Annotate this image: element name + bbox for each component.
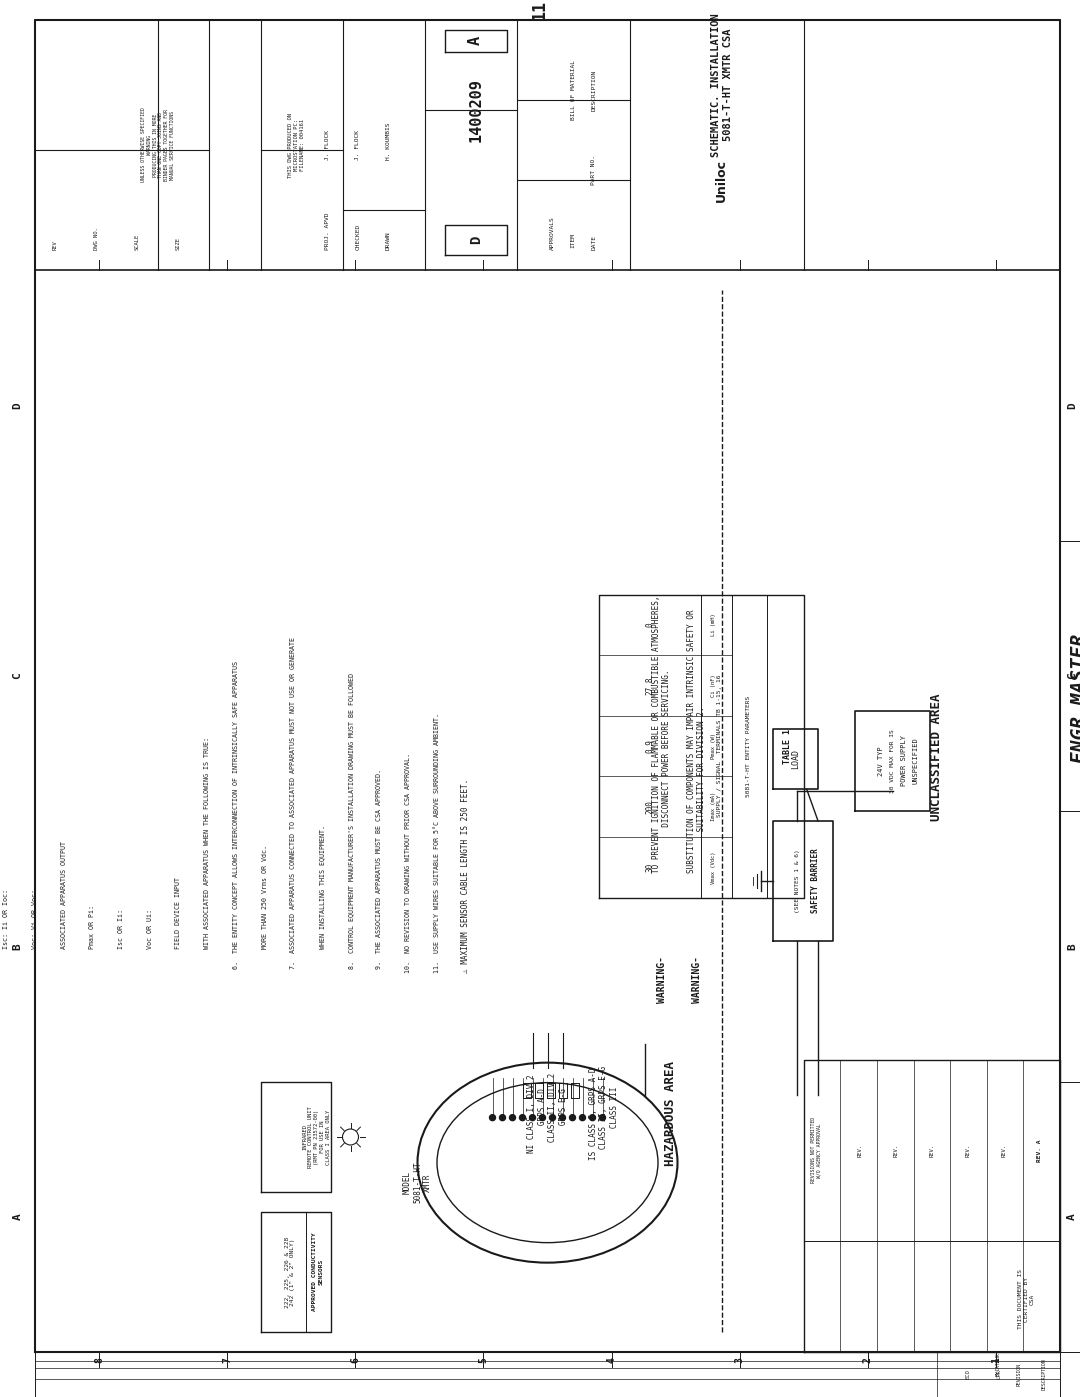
Text: 11.  USE SUPPLY WIRES SUITABLE FOR 5°C ABOVE SURROUNDING AMBIENT.: 11. USE SUPPLY WIRES SUITABLE FOR 5°C AB… [434,714,440,974]
Text: SIZE: SIZE [176,237,181,250]
Text: LOAD: LOAD [791,749,800,770]
Circle shape [519,1115,526,1120]
Text: THIS DOCUMENT IS
CERTIFIED BY
CSA: THIS DOCUMENT IS CERTIFIED BY CSA [1018,1270,1035,1330]
Text: MODEL
5081-T-HT
XMTR: MODEL 5081-T-HT XMTR [403,1162,432,1203]
Circle shape [489,1115,496,1120]
Polygon shape [773,729,818,789]
Polygon shape [773,821,833,940]
Text: PROJ. APVD: PROJ. APVD [325,212,329,250]
Text: SCHEMATIC. INSTALLATION
5081-T-HT XMTR CSA: SCHEMATIC. INSTALLATION 5081-T-HT XMTR C… [711,13,732,156]
Circle shape [499,1115,505,1120]
Text: 4: 4 [607,1356,617,1363]
Text: J. FLOCK: J. FLOCK [325,130,329,161]
Text: REVISIONS NOT PERMITTED
W/O AGENCY APPROVAL: REVISIONS NOT PERMITTED W/O AGENCY APPRO… [811,1118,822,1183]
Text: SUPPLY / SIGNAL  TERMINALS TB 1-15, 16: SUPPLY / SIGNAL TERMINALS TB 1-15, 16 [717,675,723,817]
Text: C: C [13,672,23,679]
Ellipse shape [418,1063,677,1263]
Text: REV. A: REV. A [1037,1139,1042,1162]
Text: 6.  THE ENTITY CONCEPT ALLOWS INTERCONNECTION OF INTRINSICALLY SAFE APPARATUS: 6. THE ENTITY CONCEPT ALLOWS INTERCONNEC… [233,661,239,974]
Circle shape [599,1115,606,1120]
Text: THIS DWG PRODUCED ON
MICROSTATION PC:
FILENAME: 004161: THIS DWG PRODUCED ON MICROSTATION PC: FI… [288,113,305,177]
Text: 30: 30 [646,862,654,872]
Circle shape [559,1115,566,1120]
Text: DATE: DATE [591,235,596,250]
Text: PART NO.: PART NO. [591,155,596,184]
Text: DESCRIPTION: DESCRIPTION [1042,1359,1048,1390]
Text: TABLE 1: TABLE 1 [783,729,792,764]
Text: Voc: Vi OR Voc:: Voc: Vi OR Voc: [32,890,38,974]
Text: 11: 11 [531,0,549,20]
Text: J. FLOCK: J. FLOCK [355,130,361,161]
Text: 1400209: 1400209 [469,78,483,142]
Text: 8: 8 [94,1356,104,1363]
Text: H. KOUMBIS: H. KOUMBIS [387,123,391,161]
Text: 9.  THE ASSOCIATED APPARATUS MUST BE CSA APPROVED.: 9. THE ASSOCIATED APPARATUS MUST BE CSA … [377,770,382,974]
Text: NI CLASS I, DIV 2
   GRPS A-D
   CLASS II, DIV 2
   GRPS E-G: NI CLASS I, DIV 2 GRPS A-D CLASS II, DIV… [527,1073,568,1155]
Text: 0: 0 [646,623,654,627]
Text: B: B [13,943,23,950]
Text: UNLESS OTHERWISE SPECIFIED
WARNING
PRODUCING THIS IN MORE
THAN ONE COPY JOINS AN: UNLESS OTHERWISE SPECIFIED WARNING PRODU… [141,108,175,183]
Text: 10.  NO REVISION TO DRAWING WITHOUT PRIOR CSA APPROVAL.: 10. NO REVISION TO DRAWING WITHOUT PRIOR… [405,753,411,974]
Text: 7: 7 [222,1356,232,1363]
Text: Isc: Ii OR Ioc:: Isc: Ii OR Ioc: [3,890,10,974]
Text: REV.: REV. [893,1144,899,1157]
Text: 24V TYP: 24V TYP [878,746,885,775]
Text: Voc OR Ui:: Voc OR Ui: [147,909,152,974]
Circle shape [580,1115,585,1120]
Text: 6: 6 [350,1356,361,1363]
Text: D: D [1067,402,1077,409]
Text: 3: 3 [734,1356,745,1363]
Text: DESCRIPTION: DESCRIPTION [591,70,596,110]
Text: IS CLASS I, GRPS A-D
   CLASS II, GRPS E-G
   CLASS III: IS CLASS I, GRPS A-D CLASS II, GRPS E-G … [589,1066,619,1162]
Text: 2: 2 [863,1356,873,1363]
Text: UNSPECIFIED: UNSPECIFIED [912,738,918,784]
Text: 27.8: 27.8 [646,676,654,694]
Text: A: A [13,1214,23,1220]
Text: Li (mH): Li (mH) [711,613,716,636]
Text: REV.: REV. [858,1144,863,1157]
Text: REV.: REV. [966,1144,970,1157]
Text: APPROVED CONDUCTIVITY
SENSORS: APPROVED CONDUCTIVITY SENSORS [312,1232,323,1312]
Text: 5: 5 [478,1356,488,1363]
Text: 30 VDC MAX FOR IS: 30 VDC MAX FOR IS [890,729,895,793]
Text: CHK: CHK [996,1352,1001,1361]
Circle shape [540,1115,545,1120]
Circle shape [529,1115,536,1120]
Text: HAZARDOUS AREA: HAZARDOUS AREA [664,1062,677,1166]
Text: WARNING-: WARNING- [692,957,702,1003]
Text: 222, 225, 226 & 228
242 (1" & 2" ONLY): 222, 225, 226 & 228 242 (1" & 2" ONLY) [284,1236,295,1308]
Circle shape [510,1115,515,1120]
Text: ENGR MASTER: ENGR MASTER [1070,634,1080,763]
Text: INFRARED
REMOTE CONTROL UNIT
(RMT PN 23572-00)
FOR USE IN
CLASS I AREA ONLY: INFRARED REMOTE CONTROL UNIT (RMT PN 235… [302,1106,330,1168]
Text: Imax (mA): Imax (mA) [711,792,716,821]
Text: Ci (nF): Ci (nF) [711,675,716,697]
Text: POWER SUPPLY: POWER SUPPLY [901,735,907,787]
Text: 200: 200 [646,799,654,813]
Text: FIELD DEVICE INPUT: FIELD DEVICE INPUT [175,877,181,974]
Text: 8.  CONTROL EQUIPMENT MANUFACTURER'S INSTALLATION DRAWING MUST BE FOLLOWED: 8. CONTROL EQUIPMENT MANUFACTURER'S INST… [348,673,354,974]
Text: (SEE NOTES 1 & 6): (SEE NOTES 1 & 6) [795,849,799,912]
Text: ASSOCIATED APPARATUS OUTPUT: ASSOCIATED APPARATUS OUTPUT [60,841,67,974]
Text: Isc OR Ii:: Isc OR Ii: [118,909,124,974]
Text: WHEN INSTALLING THIS EQUIPMENT.: WHEN INSTALLING THIS EQUIPMENT. [319,826,325,974]
Text: REVISION: REVISION [1016,1363,1022,1386]
Text: D: D [13,402,23,409]
Text: SAFETY BARRIER: SAFETY BARRIER [810,848,820,914]
Text: Vmax (Vdc): Vmax (Vdc) [711,851,716,883]
Text: DATE: DATE [996,1359,1001,1370]
Text: D: D [469,236,483,244]
Text: REV.: REV. [930,1144,934,1157]
Circle shape [569,1115,576,1120]
Text: TO PREVENT IGNITION OF FLAMMABLE OR COMBUSTIBLE ATMOSPHERES,
          DISCONNEC: TO PREVENT IGNITION OF FLAMMABLE OR COMB… [652,595,672,873]
Text: 5081-T-HT ENTITY PARAMETERS: 5081-T-HT ENTITY PARAMETERS [746,696,751,796]
Text: WARNING-: WARNING- [657,957,666,1003]
Text: ECO: ECO [966,1369,970,1379]
Text: REV.: REV. [1001,1144,1007,1157]
Text: B: B [1067,943,1077,950]
Text: Pmax (W): Pmax (W) [711,733,716,759]
Circle shape [590,1115,595,1120]
Text: BILL OF MATERIAL: BILL OF MATERIAL [570,60,576,120]
Text: 0.9: 0.9 [646,739,654,753]
Text: UNCLASSIFIED AREA: UNCLASSIFIED AREA [931,693,944,820]
Text: Uniloc: Uniloc [715,158,728,201]
